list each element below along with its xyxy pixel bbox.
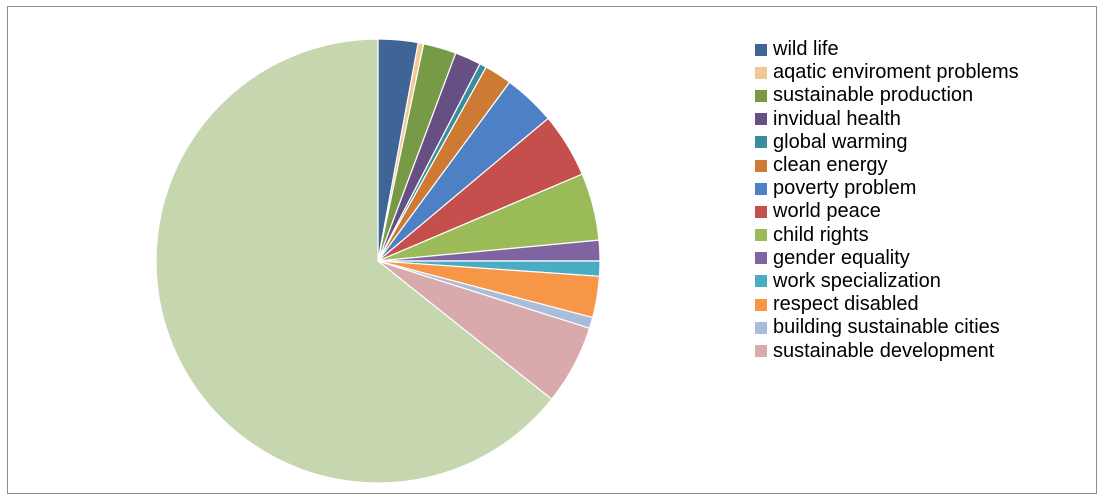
legend-label: clean energy <box>773 154 888 177</box>
legend-item: clean energy <box>755 154 1019 177</box>
legend-item: aqatic enviroment problems <box>755 61 1019 84</box>
legend-label: child rights <box>773 223 869 246</box>
legend-item: sustainable development <box>755 339 1019 362</box>
legend-swatch <box>755 159 767 172</box>
legend-label: sustainable production <box>773 84 974 107</box>
pie-chart <box>155 38 601 484</box>
legend-swatch <box>755 136 767 149</box>
legend-label: work specialization <box>773 269 941 292</box>
legend-swatch <box>755 89 767 102</box>
legend-swatch <box>755 66 767 79</box>
legend-swatch <box>755 321 767 334</box>
legend-swatch <box>755 205 767 218</box>
legend-item: invidual health <box>755 108 1019 131</box>
legend-label: building sustainable cities <box>773 316 1000 339</box>
legend-label: invidual health <box>773 107 901 130</box>
legend-label: world peace <box>773 200 881 223</box>
pie-slice-other <box>155 38 553 484</box>
legend-item: gender equality <box>755 247 1019 270</box>
legend-item: building sustainable cities <box>755 316 1019 339</box>
legend-item: poverty problem <box>755 177 1019 200</box>
legend-swatch <box>755 182 767 195</box>
legend-label: global warming <box>773 130 908 153</box>
legend-swatch <box>755 298 767 311</box>
legend-item: sustainable production <box>755 84 1019 107</box>
chart-area: wild life aqatic enviroment problems susta… <box>7 6 1097 494</box>
legend-label: aqatic enviroment problems <box>773 61 1019 84</box>
legend-item: global warming <box>755 131 1019 154</box>
legend-swatch <box>755 229 767 242</box>
legend-label: poverty problem <box>773 177 917 200</box>
legend-label: sustainable development <box>773 339 995 362</box>
legend: wild life aqatic enviroment problems susta… <box>755 38 1019 363</box>
legend-item: world peace <box>755 200 1019 223</box>
legend-item: child rights <box>755 224 1019 247</box>
legend-swatch <box>755 252 767 265</box>
legend-item: wild life <box>755 38 1019 61</box>
legend-label: wild life <box>773 38 839 61</box>
legend-label: respect disabled <box>773 293 919 316</box>
legend-item: respect disabled <box>755 293 1019 316</box>
legend-label: gender equality <box>773 246 910 269</box>
legend-item: work specialization <box>755 270 1019 293</box>
legend-swatch <box>755 113 767 126</box>
legend-swatch <box>755 275 767 288</box>
legend-swatch <box>755 345 767 358</box>
legend-swatch <box>755 43 767 56</box>
